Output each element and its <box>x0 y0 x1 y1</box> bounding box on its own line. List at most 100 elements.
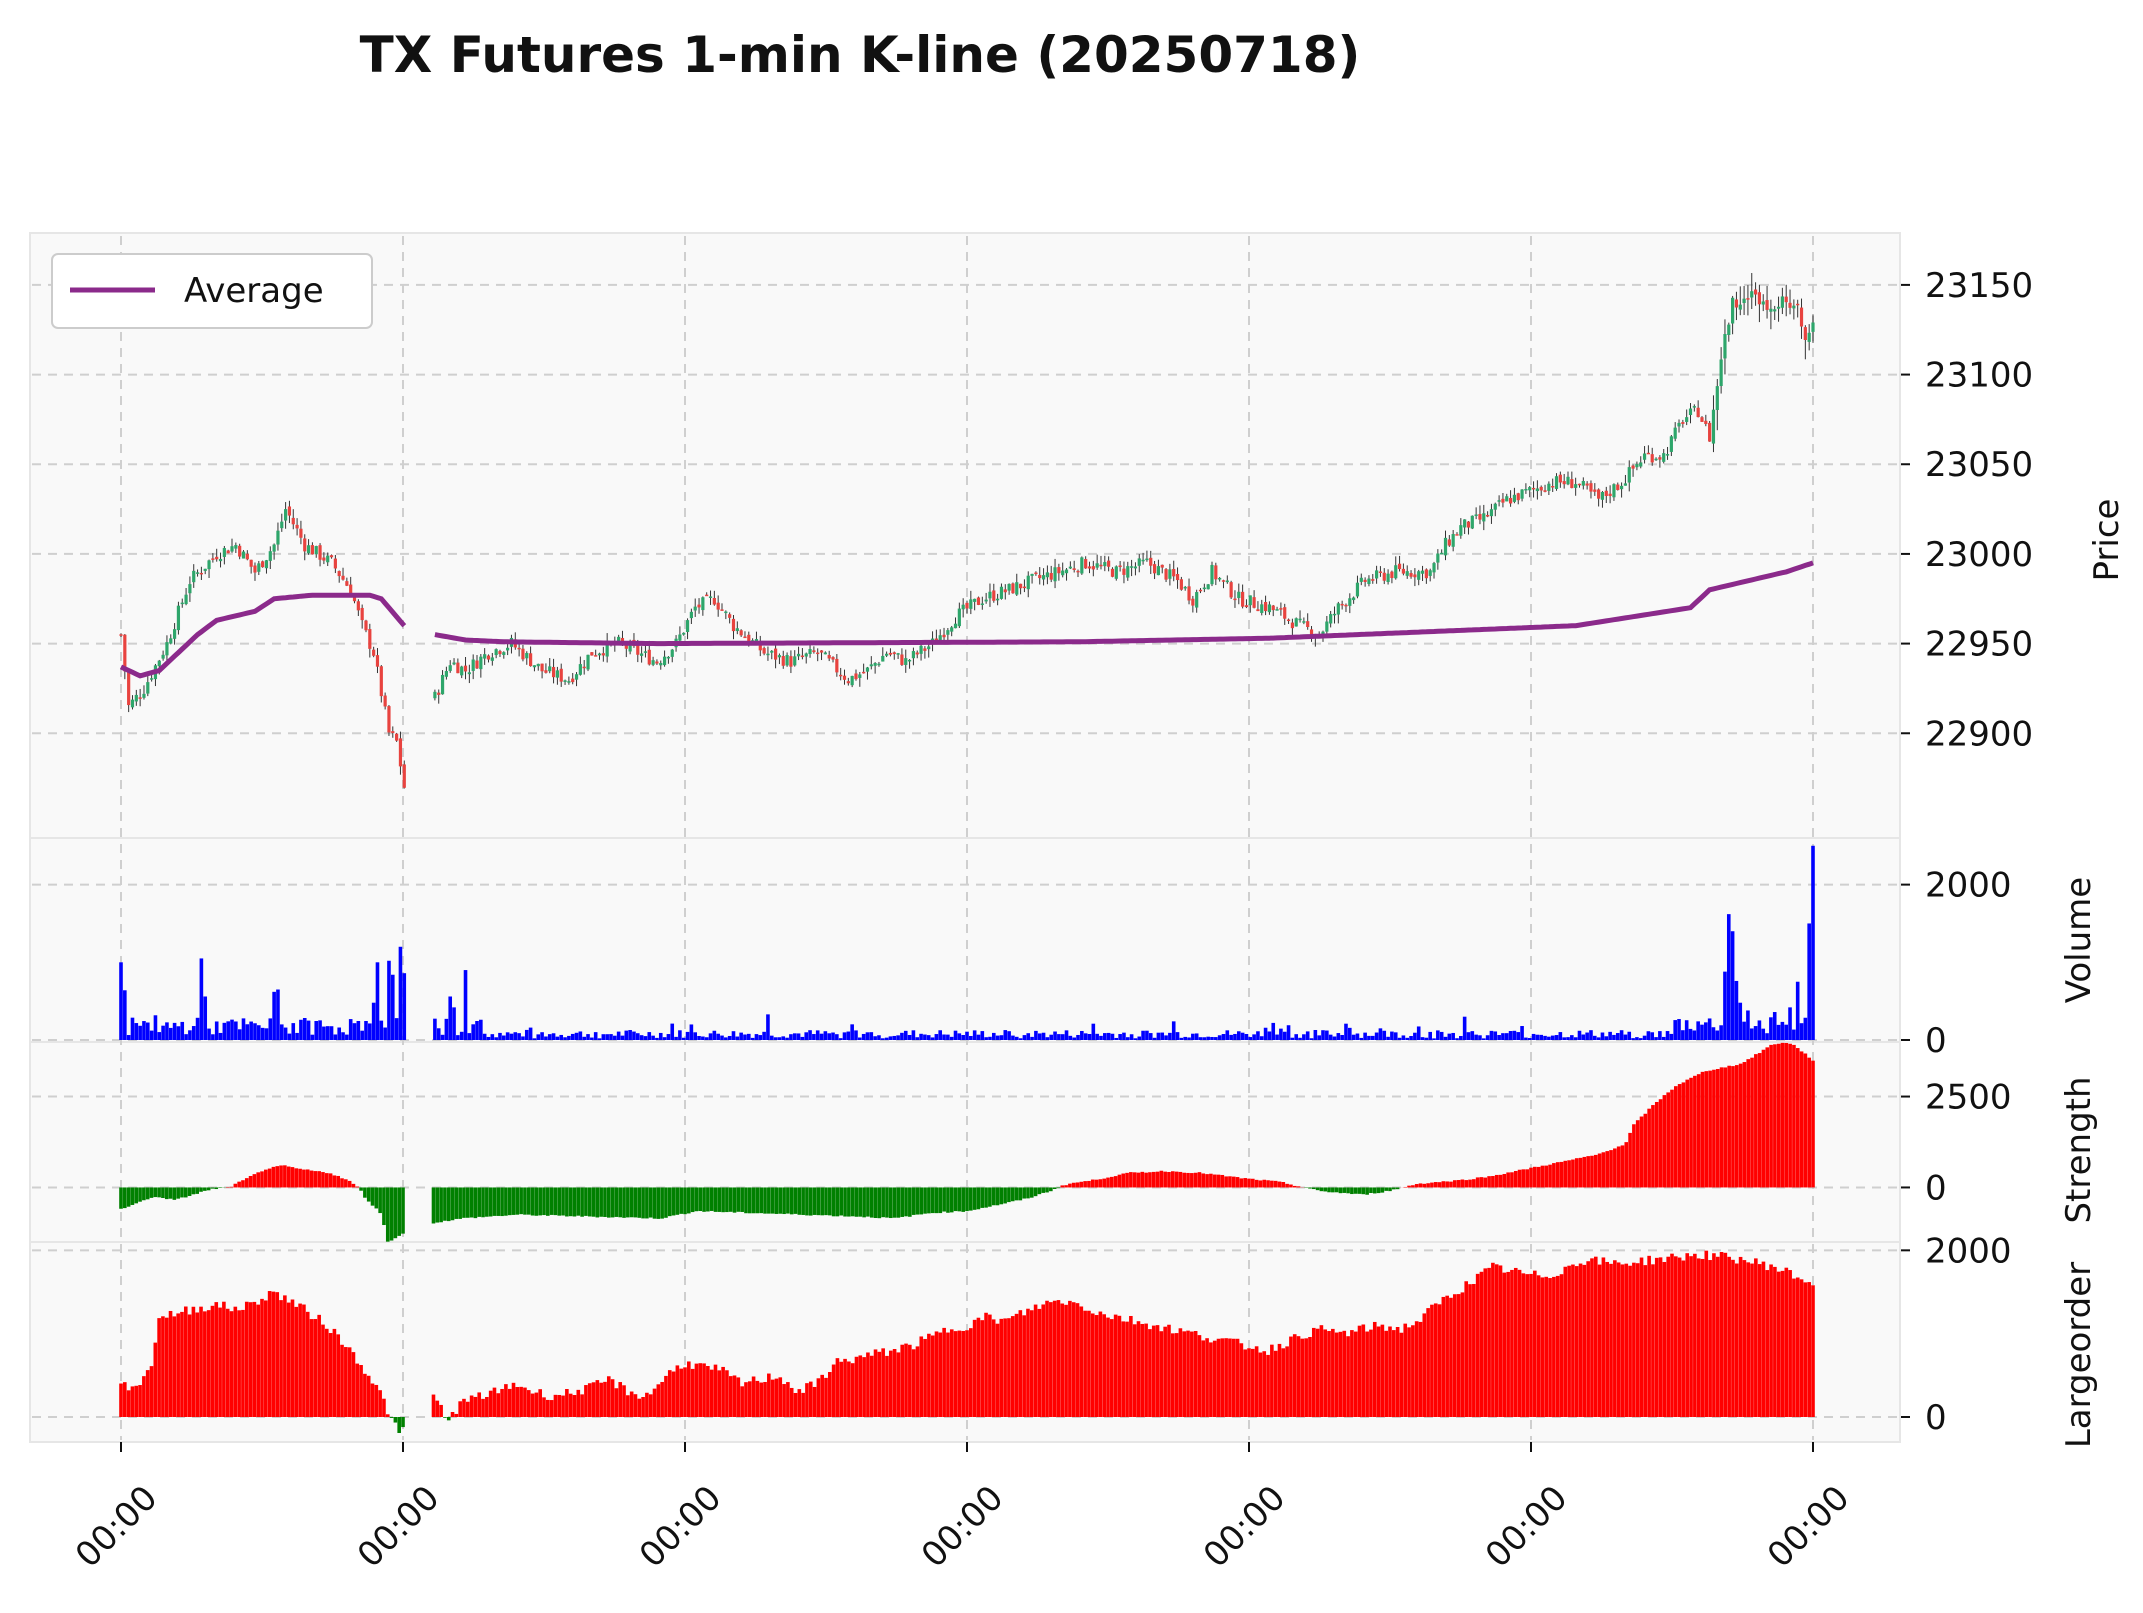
candle-body <box>781 655 785 666</box>
volume-bar <box>1095 1033 1099 1040</box>
largeorder-bar <box>999 1318 1004 1417</box>
strength-bar <box>1715 1068 1720 1188</box>
largeorder-bar <box>1228 1338 1232 1417</box>
volume-bar <box>1160 1032 1165 1040</box>
strength-bar <box>443 1187 447 1221</box>
volume-bar <box>130 1017 135 1040</box>
volume-bar <box>398 946 403 1040</box>
candle-body <box>123 634 127 672</box>
volume-bar <box>1554 1035 1559 1040</box>
candle-body <box>1700 417 1704 422</box>
candle-body <box>272 544 276 552</box>
volume-bar <box>1550 1035 1555 1040</box>
volume-bar <box>356 1021 361 1040</box>
largeorder-bar <box>888 1350 893 1417</box>
strength-bar <box>488 1187 493 1217</box>
volume-bar <box>846 1031 851 1040</box>
candle-body <box>1608 493 1612 497</box>
largeorder-bar <box>622 1385 626 1417</box>
largeorder-bar <box>363 1373 367 1417</box>
candle-body <box>1152 564 1157 574</box>
largeorder-bar <box>450 1411 455 1417</box>
largeorder-bar <box>1224 1338 1228 1417</box>
candle-body <box>299 528 303 538</box>
strength-bar <box>866 1187 870 1217</box>
volume-bar <box>1256 1031 1260 1040</box>
candle-body <box>1677 422 1681 427</box>
candle-body <box>1256 609 1260 612</box>
volume-bar <box>1424 1037 1429 1040</box>
candle-body <box>1286 619 1291 622</box>
largeorder-bar <box>465 1401 470 1417</box>
largeorder-bar <box>462 1398 466 1417</box>
volume-bar <box>1386 1036 1390 1040</box>
largeorder-bar <box>1209 1342 1213 1417</box>
strength-bar <box>568 1187 573 1217</box>
strength-bar <box>877 1187 882 1219</box>
candle-body <box>1352 597 1356 601</box>
largeorder-bar <box>751 1376 756 1417</box>
volume-bar <box>1459 1035 1463 1040</box>
strength-bar <box>244 1178 249 1188</box>
volume-bar <box>697 1035 701 1040</box>
largeorder-bar <box>351 1352 356 1417</box>
strength-bar <box>1014 1187 1019 1201</box>
largeorder-bar <box>915 1346 920 1417</box>
volume-bar <box>119 962 123 1040</box>
largeorder-bar <box>770 1379 775 1417</box>
volume-bar <box>1428 1031 1432 1040</box>
largeorder-bar <box>519 1386 523 1417</box>
strength-bar <box>885 1187 889 1218</box>
strength-bar <box>565 1187 569 1217</box>
volume-bar <box>1711 1027 1716 1040</box>
largeorder-bar <box>1533 1270 1537 1417</box>
strength-bar <box>218 1187 222 1188</box>
strength-bar <box>1803 1053 1808 1188</box>
largeorder-bar <box>835 1358 840 1417</box>
volume-bar <box>1443 1036 1448 1040</box>
volume-bar <box>601 1034 606 1040</box>
candle-body <box>1030 573 1034 576</box>
strength-bar <box>1277 1181 1282 1188</box>
largeorder-bar <box>1350 1330 1354 1417</box>
strength-bar <box>1395 1187 1400 1190</box>
strength-bar <box>930 1187 935 1214</box>
volume-bar <box>1259 1036 1264 1040</box>
largeorder-bar <box>1136 1321 1141 1417</box>
volume-bar <box>858 1037 862 1040</box>
candle-body <box>567 681 571 683</box>
largeorder-bar <box>1757 1264 1762 1417</box>
volume-bar <box>295 1032 299 1040</box>
largeorder-bar <box>1277 1343 1282 1417</box>
candle-body <box>762 648 766 654</box>
candle-body <box>1646 452 1650 455</box>
candle-body <box>647 649 651 665</box>
candle-body <box>1757 292 1762 305</box>
volume-bar <box>1041 1032 1046 1040</box>
candle-body <box>238 545 242 557</box>
strength-bar <box>1590 1155 1594 1188</box>
candle-body <box>1734 299 1739 308</box>
volume-bar <box>1328 1034 1333 1040</box>
volume-bar <box>126 1035 131 1040</box>
candle-body <box>1593 489 1597 492</box>
volume-bar <box>168 1027 173 1040</box>
strength-bar <box>1018 1187 1023 1201</box>
volume-bar <box>1504 1033 1509 1040</box>
candle-body <box>1807 332 1811 342</box>
largeorder-bar <box>1803 1282 1808 1417</box>
strength-bar <box>732 1187 737 1213</box>
candle-body <box>835 658 839 673</box>
strength-bar <box>576 1187 581 1216</box>
strength-bar <box>485 1187 489 1217</box>
strength-bar <box>366 1187 371 1202</box>
candle-body <box>659 662 663 666</box>
candle-body <box>808 649 812 654</box>
volume-bar <box>260 1027 265 1040</box>
volume-bar <box>513 1032 518 1040</box>
candle-body <box>1799 307 1804 327</box>
candle-body <box>165 642 169 656</box>
candle-body <box>785 655 789 666</box>
candle-body <box>1577 483 1582 486</box>
volume-bar <box>1432 1038 1436 1040</box>
